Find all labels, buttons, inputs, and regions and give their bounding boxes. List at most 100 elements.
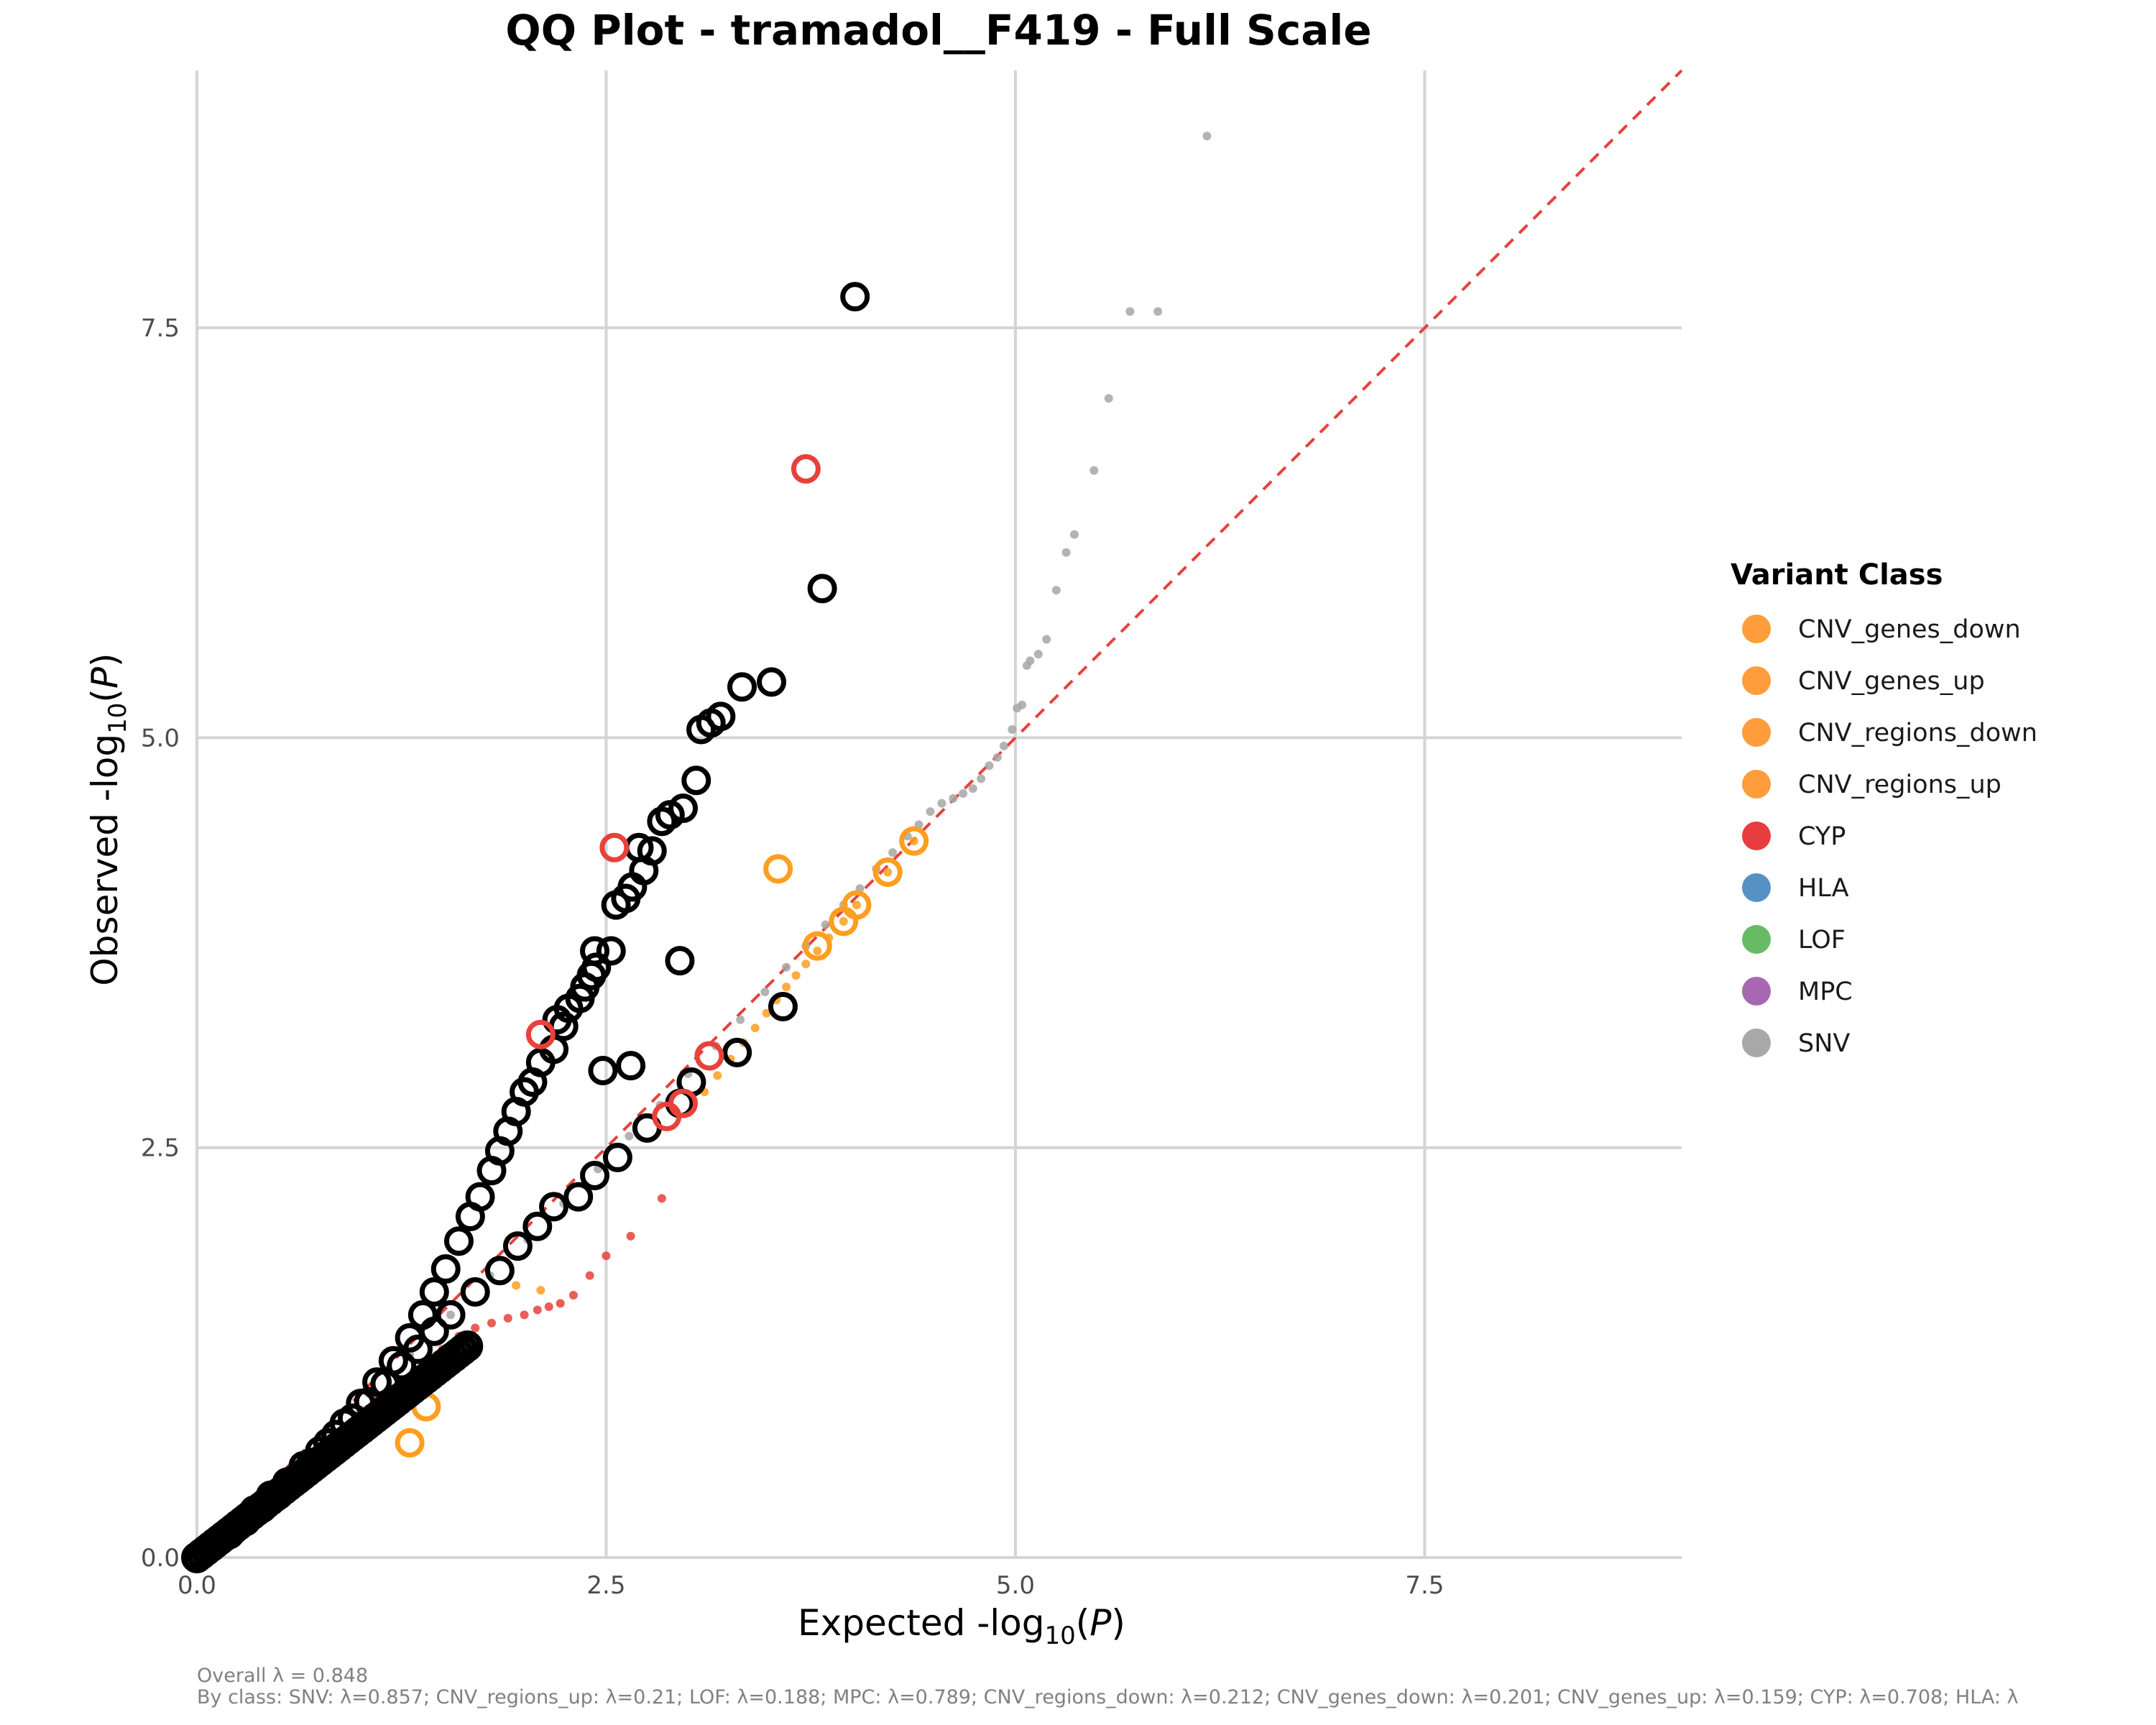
series-highlighted-variants-black-ring-: [198, 282, 870, 1561]
legend-swatch: [1742, 615, 1771, 643]
data-point: [999, 741, 1008, 750]
legend-label: HLA: [1798, 874, 1849, 903]
highlighted-point: [596, 936, 626, 966]
legend-label: LOF: [1798, 926, 1846, 954]
highlighted-point: [436, 1300, 466, 1330]
highlighted-point: [686, 714, 717, 745]
legend-item: CNV_regions_up: [1742, 770, 2001, 799]
data-point: [762, 1008, 771, 1018]
class-lambda-caption: By class: SNV: λ=0.857; CNV_regions_up: …: [197, 1686, 2019, 1708]
legend-swatch: [1742, 718, 1771, 747]
data-point: [909, 837, 918, 846]
legend-item: CNV_genes_up: [1742, 666, 1985, 696]
highlighted-point: [602, 1142, 632, 1172]
legend-item: CNV_genes_down: [1742, 615, 2021, 644]
data-point: [937, 799, 946, 808]
data-point: [801, 960, 811, 969]
data-point: [625, 1131, 634, 1141]
x-tick-label: 2.5: [586, 1571, 625, 1600]
grid-lines: [195, 70, 1682, 1559]
data-point: [813, 946, 822, 955]
data-point: [533, 1305, 542, 1315]
data-point: [1202, 132, 1212, 141]
legend-label: CNV_genes_up: [1798, 667, 1985, 696]
highlighted-point: [599, 832, 630, 862]
data-point: [782, 983, 791, 992]
data-point: [657, 1194, 666, 1203]
highlighted-point: [395, 1427, 425, 1458]
highlighted-point: [899, 826, 929, 856]
data-point: [1153, 307, 1163, 316]
data-point: [512, 1281, 521, 1290]
data-point: [926, 807, 935, 816]
highlighted-point: [727, 672, 757, 702]
legend-item: SNV: [1742, 1029, 1850, 1058]
data-point: [1013, 704, 1022, 713]
legend-label: CYP: [1798, 822, 1846, 851]
highlighted-point: [652, 1101, 682, 1131]
overall-lambda-caption: Overall λ = 0.848: [197, 1665, 368, 1687]
highlighted-point: [580, 1160, 610, 1190]
reference-line: [195, 69, 1683, 1559]
highlighted-point: [807, 574, 837, 604]
data-point: [1089, 466, 1099, 475]
legend-swatch: [1742, 925, 1771, 954]
data-point: [1022, 661, 1031, 671]
highlighted-point: [539, 1192, 569, 1222]
highlighted-point: [502, 1231, 533, 1261]
data-point: [487, 1318, 497, 1328]
highlighted-point: [872, 857, 903, 887]
data-point: [736, 1015, 745, 1024]
y-tick-label: 5.0: [141, 724, 180, 753]
data-point: [852, 901, 861, 910]
legend-item: MPC: [1742, 977, 1853, 1006]
data-point: [791, 971, 801, 980]
data-point: [1042, 635, 1051, 644]
highlighted-point: [601, 890, 631, 920]
legend-title: Variant Class: [1731, 558, 1943, 592]
data-point: [949, 794, 958, 803]
data-point: [750, 1024, 760, 1033]
data-point: [959, 788, 968, 798]
highlighted-point: [563, 1182, 594, 1212]
data-point: [1033, 650, 1043, 659]
y-tick-label: 0.0: [141, 1544, 180, 1573]
data-point: [968, 784, 977, 794]
legend-label: CNV_genes_down: [1798, 615, 2021, 644]
highlighted-point: [525, 1019, 556, 1049]
highlighted-point: [768, 992, 798, 1022]
highlighted-point: [451, 1330, 484, 1363]
highlighted-point: [665, 946, 695, 976]
data-point: [977, 774, 986, 783]
highlighted-point: [542, 1005, 572, 1035]
data-point: [1008, 725, 1017, 735]
series-snv: [208, 132, 1212, 1551]
data-points: [181, 132, 1212, 1573]
data-point: [544, 1302, 553, 1311]
x-tick-labels: 0.0 2.5 5.0 7.5: [178, 1571, 1444, 1600]
y-tick-label: 7.5: [141, 314, 180, 343]
x-axis-title: Expected -log10(P): [798, 1602, 1125, 1650]
legend-label: CNV_regions_down: [1798, 719, 2037, 748]
highlighted-point: [476, 1156, 507, 1186]
y-tick-label: 2.5: [141, 1134, 180, 1163]
highlighted-point: [694, 1041, 724, 1071]
highlighted-point: [840, 282, 870, 312]
chart-title: QQ Plot - tramadol__F419 - Full Scale: [505, 6, 1371, 55]
highlighted-point: [722, 1037, 752, 1067]
highlighted-point: [484, 1256, 515, 1286]
data-point: [520, 1310, 529, 1320]
data-point: [883, 868, 893, 877]
data-point: [992, 753, 1002, 762]
series-highlighted-red-ring-: [525, 454, 821, 1131]
legend-item: HLA: [1742, 873, 1849, 903]
highlighted-point: [522, 1211, 553, 1241]
legend-swatch: [1742, 1029, 1771, 1057]
legend-item: CNV_regions_down: [1742, 718, 2037, 748]
data-point: [713, 1071, 722, 1080]
data-point: [602, 1251, 611, 1261]
highlighted-point: [681, 765, 711, 796]
legend-swatch: [1742, 977, 1771, 1006]
highlighted-point: [430, 1254, 461, 1284]
highlighted-point: [419, 1316, 449, 1346]
